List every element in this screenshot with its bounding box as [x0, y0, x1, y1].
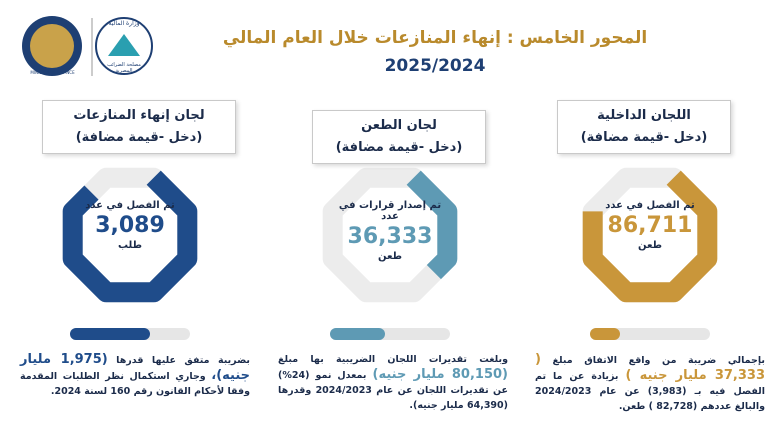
card-title: لجان إنهاء المنازعات [73, 108, 205, 123]
note: بإجمالي ضريبة من واقع الاتفاق مبلغ ( 37,… [535, 352, 765, 414]
count: 3,089 [95, 213, 165, 238]
bar-fill [330, 328, 385, 340]
card-title: اللجان الداخلية [597, 108, 691, 123]
note-text: بإجمالي ضريبة من واقع الاتفاق مبلغ [552, 355, 765, 366]
note: وبلغت تقديرات اللجان الضريبية بها مبلغ (… [278, 352, 508, 413]
ring-progress [62, 167, 198, 303]
ring-label: تم إصدار قرارات في عدد 36,333 طعن [335, 200, 445, 262]
note-highlight: (1,975 مليار جنيه)، [20, 352, 250, 383]
ring-progress [322, 167, 458, 303]
ring-label: تم الفصل في عدد 3,089 طلب [75, 200, 185, 251]
card-title-box: لجان الطعن (دخل -قيمة مضافة) [312, 110, 486, 164]
count: 86,711 [607, 213, 693, 238]
note-highlight: ( 37,333 مليار جنيه ) [535, 352, 765, 383]
note-text: وبلغت تقديرات اللجان الضريبية بها مبلغ [278, 354, 508, 365]
bar-track [590, 328, 710, 340]
note-text: بزيادة عن ما تم الفصل فيه بـ (3,983) عن … [535, 371, 765, 412]
card-subtitle: (دخل -قيمة مضافة) [75, 130, 203, 145]
note-text: بمعدل نمو (24%) عن تقديرات اللجان عن عام… [278, 370, 509, 411]
note-text: بضريبة متفق عليها قدرها [116, 355, 250, 366]
card-subtitle: (دخل -قيمة مضافة) [335, 140, 463, 155]
note-text: وجاري استكمال نظر الطلبات المقدمة وفقا ل… [20, 371, 250, 397]
logo-left-inner [30, 24, 74, 68]
title: المحور الخامس : إنهاء المنازعات خلال الع… [222, 28, 648, 48]
logo-left-text: MINISTRY OF FINANCE [30, 70, 75, 75]
card-title-box: لجان إنهاء المنازعات (دخل -قيمة مضافة) [42, 100, 236, 154]
card-subtitle: (دخل -قيمة مضافة) [580, 130, 708, 145]
unit: طلب [117, 240, 143, 251]
count: 36,333 [347, 224, 433, 249]
card-title-box: اللجان الداخلية (دخل -قيمة مضافة) [557, 100, 731, 154]
caption: تم إصدار قرارات في عدد [338, 200, 442, 222]
card-title: لجان الطعن [361, 118, 437, 133]
logo-right-text: وزارة المالية [108, 20, 140, 27]
unit: طعن [637, 240, 663, 251]
ring-progress [582, 167, 718, 303]
logo-right-subtext: مصلحة الضرائب المصرية [107, 62, 141, 74]
ring-label: تم الفصل في عدد 86,711 طعن [595, 200, 705, 251]
unit: طعن [377, 251, 403, 262]
caption: تم الفصل في عدد [605, 200, 695, 211]
bar-fill [590, 328, 620, 340]
caption: تم الفصل في عدد [85, 200, 175, 211]
logo-right-inner [108, 34, 140, 56]
subtitle: 2025/2024 [384, 56, 486, 76]
note: بضريبة متفق عليها قدرها (1,975 مليار جني… [20, 352, 250, 399]
bar-fill [70, 328, 150, 340]
note-highlight: (80,150 مليار جنيه) [372, 367, 508, 382]
